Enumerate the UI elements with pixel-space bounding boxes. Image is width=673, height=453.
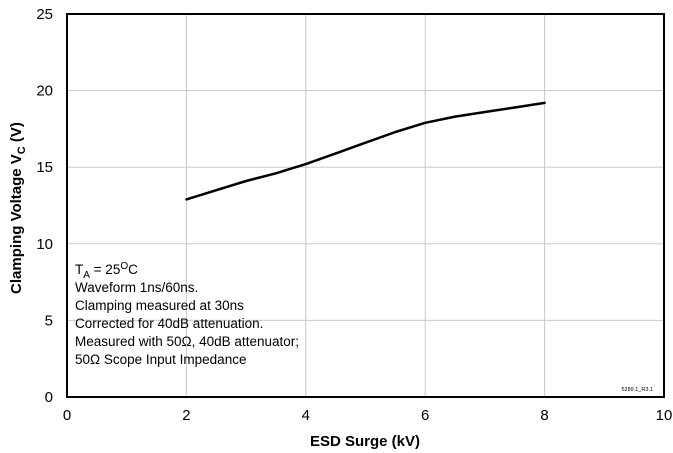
x-axis-title: ESD Surge (kV) (310, 433, 420, 450)
grid-lines (67, 14, 664, 397)
y-tick-label: 20 (36, 83, 53, 100)
series-layer (185, 101, 546, 201)
x-tick-label: 0 (63, 407, 71, 424)
x-tick-label: 8 (540, 407, 548, 424)
plot-frame (66, 13, 665, 398)
annotation-waveform: Waveform 1ns/60ns. (75, 280, 198, 295)
y-tick-label: 0 (45, 389, 53, 406)
y-axis-title-sub: C (16, 146, 28, 154)
x-tick-label: 4 (302, 407, 310, 424)
annotation-temp: TA = 25OC (75, 261, 138, 281)
x-tick-label: 2 (182, 407, 190, 424)
annotation-corrected: Corrected for 40dB attenuation. (75, 316, 263, 331)
y-axis-title-main: Clamping Voltage V (8, 154, 25, 294)
annotation: TA = 25OC Waveform 1ns/60ns. Clamping me… (75, 261, 299, 367)
annotation-clamping: Clamping measured at 30ns (75, 298, 244, 313)
y-tick-label: 25 (36, 6, 53, 23)
y-tick-label: 10 (36, 236, 53, 253)
y-tick-label: 15 (36, 159, 53, 176)
annotation-temp-sup: O (120, 261, 128, 272)
annotation-temp-unit: C (128, 262, 138, 277)
annotation-temp-main: T (75, 262, 83, 277)
y-tick-labels: 0 5 10 15 20 25 (36, 6, 53, 406)
x-tick-label: 6 (421, 407, 429, 424)
figure-code: 5289.1_R3.1 (622, 387, 654, 393)
annotation-temp-sub: A (83, 270, 90, 281)
annotation-temp-eq: = 25 (90, 262, 120, 277)
y-axis-title-unit: (V) (8, 122, 25, 142)
y-axis-title: Clamping Voltage VC (V) (8, 122, 28, 294)
series-line-0 (185, 101, 546, 201)
annotation-impedance: 50Ω Scope Input Impedance (75, 352, 246, 367)
x-tick-label: 10 (656, 407, 673, 424)
x-tick-labels: 0 2 4 6 8 10 (63, 407, 673, 424)
y-tick-label: 5 (45, 312, 53, 329)
annotation-measured: Measured with 50Ω, 40dB attenuator; (75, 334, 299, 349)
